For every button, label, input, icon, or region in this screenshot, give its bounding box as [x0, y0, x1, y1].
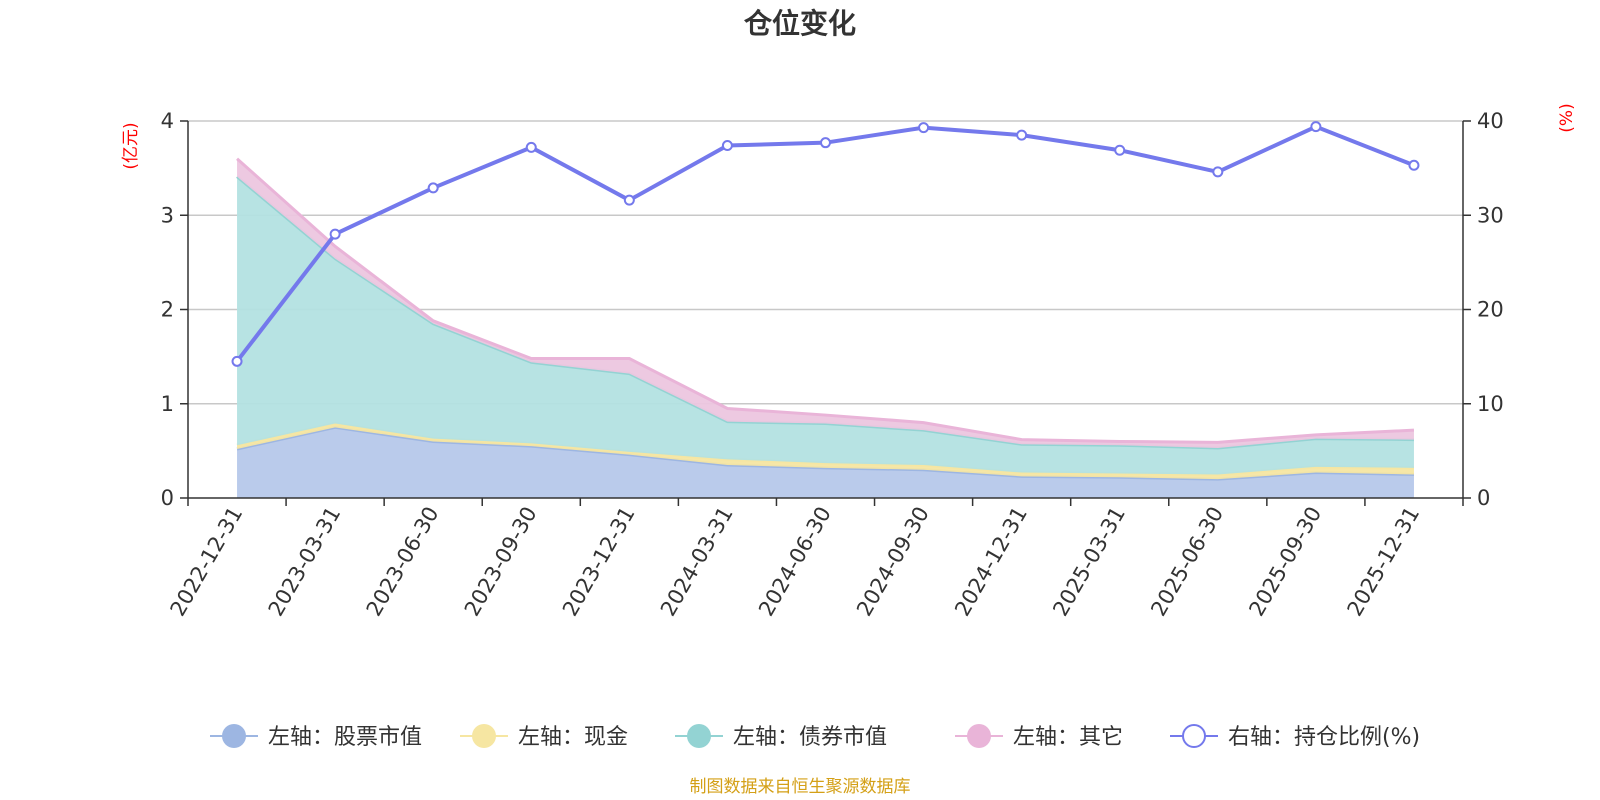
x-tick-label: 2023-03-31 — [264, 503, 346, 621]
left-tick-label: 3 — [161, 203, 174, 227]
ratio-point — [329, 228, 341, 240]
legend-item-3[interactable]: 左轴：债券市值 — [675, 724, 887, 750]
legend-symbol — [967, 724, 991, 748]
right-tick-label: 30 — [1477, 203, 1504, 227]
legend-item-2[interactable]: 左轴：现金 — [460, 724, 628, 750]
legend[interactable]: 左轴：股票市值 左轴：现金 左轴：债券市值 左轴：其它 右轴：持仓比例(%) — [210, 724, 1420, 750]
ratio-point — [1114, 144, 1126, 156]
ratio-point — [525, 141, 537, 153]
left-tick-label: 1 — [161, 392, 174, 416]
area-1 — [237, 427, 1414, 498]
x-tick-label: 2024-12-31 — [950, 503, 1032, 621]
ratio-point — [623, 194, 635, 206]
x-tick-label: 2023-09-30 — [460, 503, 542, 621]
ratio-point — [1016, 129, 1028, 141]
legend-symbol — [472, 724, 496, 748]
left-tick-label: 2 — [161, 298, 174, 322]
legend-label: 左轴：现金 — [518, 725, 628, 750]
left-tick-label: 0 — [161, 486, 174, 510]
legend-label: 右轴：持仓比例(%) — [1228, 725, 1420, 750]
area-2 — [237, 423, 1414, 480]
legend-item-5[interactable]: 右轴：持仓比例(%) — [1170, 724, 1420, 750]
x-tick-label: 2023-06-30 — [362, 503, 444, 621]
right-tick-label: 0 — [1477, 486, 1490, 510]
x-tick-label: 2025-09-30 — [1244, 503, 1326, 621]
legend-symbol — [1182, 724, 1206, 748]
axes — [180, 120, 1471, 506]
ratio-point — [820, 137, 831, 149]
chart-title: 仓位变化 — [744, 7, 856, 40]
x-tick-label: 2024-09-30 — [852, 503, 934, 621]
x-tick-label: 2025-03-31 — [1048, 503, 1130, 621]
legend-item-4[interactable]: 左轴：其它 — [955, 724, 1123, 750]
legend-label: 左轴：其它 — [1013, 725, 1123, 750]
x-tick-label: 2022-12-31 — [166, 503, 248, 621]
ratio-point — [1310, 121, 1322, 133]
area-3 — [237, 176, 1414, 475]
left-tick-label: 4 — [161, 109, 174, 133]
x-tick-label: 2024-03-31 — [656, 503, 738, 621]
x-tick-label: 2023-12-31 — [558, 503, 640, 621]
legend-symbol — [687, 724, 711, 748]
area-edge-4 — [236, 157, 1415, 444]
ratio-point — [231, 355, 243, 367]
x-tick-label: 2024-06-30 — [754, 503, 836, 621]
ratio-point — [1212, 166, 1224, 178]
legend-label: 左轴：债券市值 — [733, 725, 887, 750]
x-tick-label: 2025-06-30 — [1146, 503, 1228, 621]
ratio-line-layer — [231, 121, 1420, 367]
ratio-point — [721, 140, 733, 152]
ratio-point — [1408, 159, 1420, 171]
stacked-areas — [236, 157, 1415, 498]
right-tick-label: 20 — [1477, 298, 1504, 322]
source-note: 制图数据来自恒生聚源数据库 — [690, 777, 911, 797]
right-tick-label: 40 — [1477, 109, 1504, 133]
legend-symbol — [222, 724, 246, 748]
right-axis-unit: (%) — [1557, 103, 1577, 132]
left-axis-unit: (亿元) — [121, 122, 141, 169]
ratio-point — [918, 122, 930, 134]
legend-label: 左轴：股票市值 — [268, 725, 422, 750]
ratio-point — [427, 182, 439, 194]
x-tick-label: 2025-12-31 — [1342, 503, 1424, 621]
right-tick-label: 10 — [1477, 392, 1504, 416]
legend-item-1[interactable]: 左轴：股票市值 — [210, 724, 422, 750]
